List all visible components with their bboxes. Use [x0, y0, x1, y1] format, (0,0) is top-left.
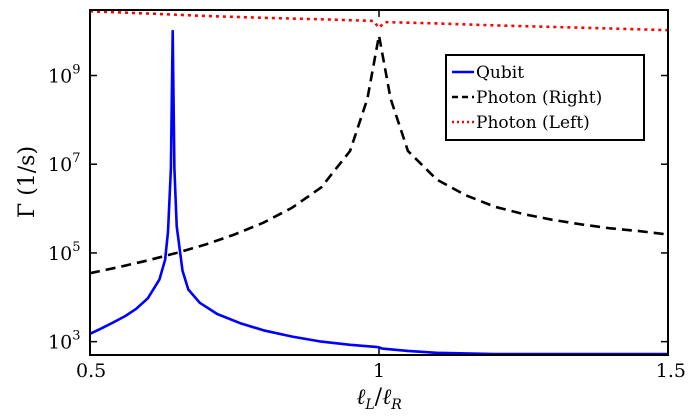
x-tick-label-2: 1.5	[656, 360, 686, 382]
y-tick-label-0: 103	[48, 329, 80, 354]
series-line-1	[89, 34, 669, 275]
x-tick-label-1: 1	[373, 360, 385, 382]
legend-label-0: Qubit	[476, 63, 524, 83]
legend: Qubit Photon (Right) Photon (Left)	[445, 54, 645, 141]
series-layer	[89, 10, 669, 356]
plot-frame	[89, 9, 669, 356]
legend-entries: Qubit Photon (Right) Photon (Left)	[452, 63, 602, 133]
legend-label-2: Photon (Left)	[476, 113, 590, 133]
y-tick-labels: 103 105 107 109	[48, 63, 80, 354]
x-tick-label-0: 0.5	[76, 360, 106, 382]
x-axis-label: ℓL/ℓR	[356, 385, 402, 413]
legend-box	[445, 54, 645, 141]
legend-label-1: Photon (Right)	[476, 88, 602, 108]
y-axis-label: Γ (1/s)	[15, 146, 40, 218]
y-tick-label-3: 109	[48, 63, 80, 88]
x-tick-labels: 0.5 1 1.5	[76, 360, 686, 382]
y-tick-label-2: 107	[48, 151, 80, 176]
y-tick-label-1: 105	[48, 240, 80, 265]
series-line-0	[89, 29, 668, 356]
